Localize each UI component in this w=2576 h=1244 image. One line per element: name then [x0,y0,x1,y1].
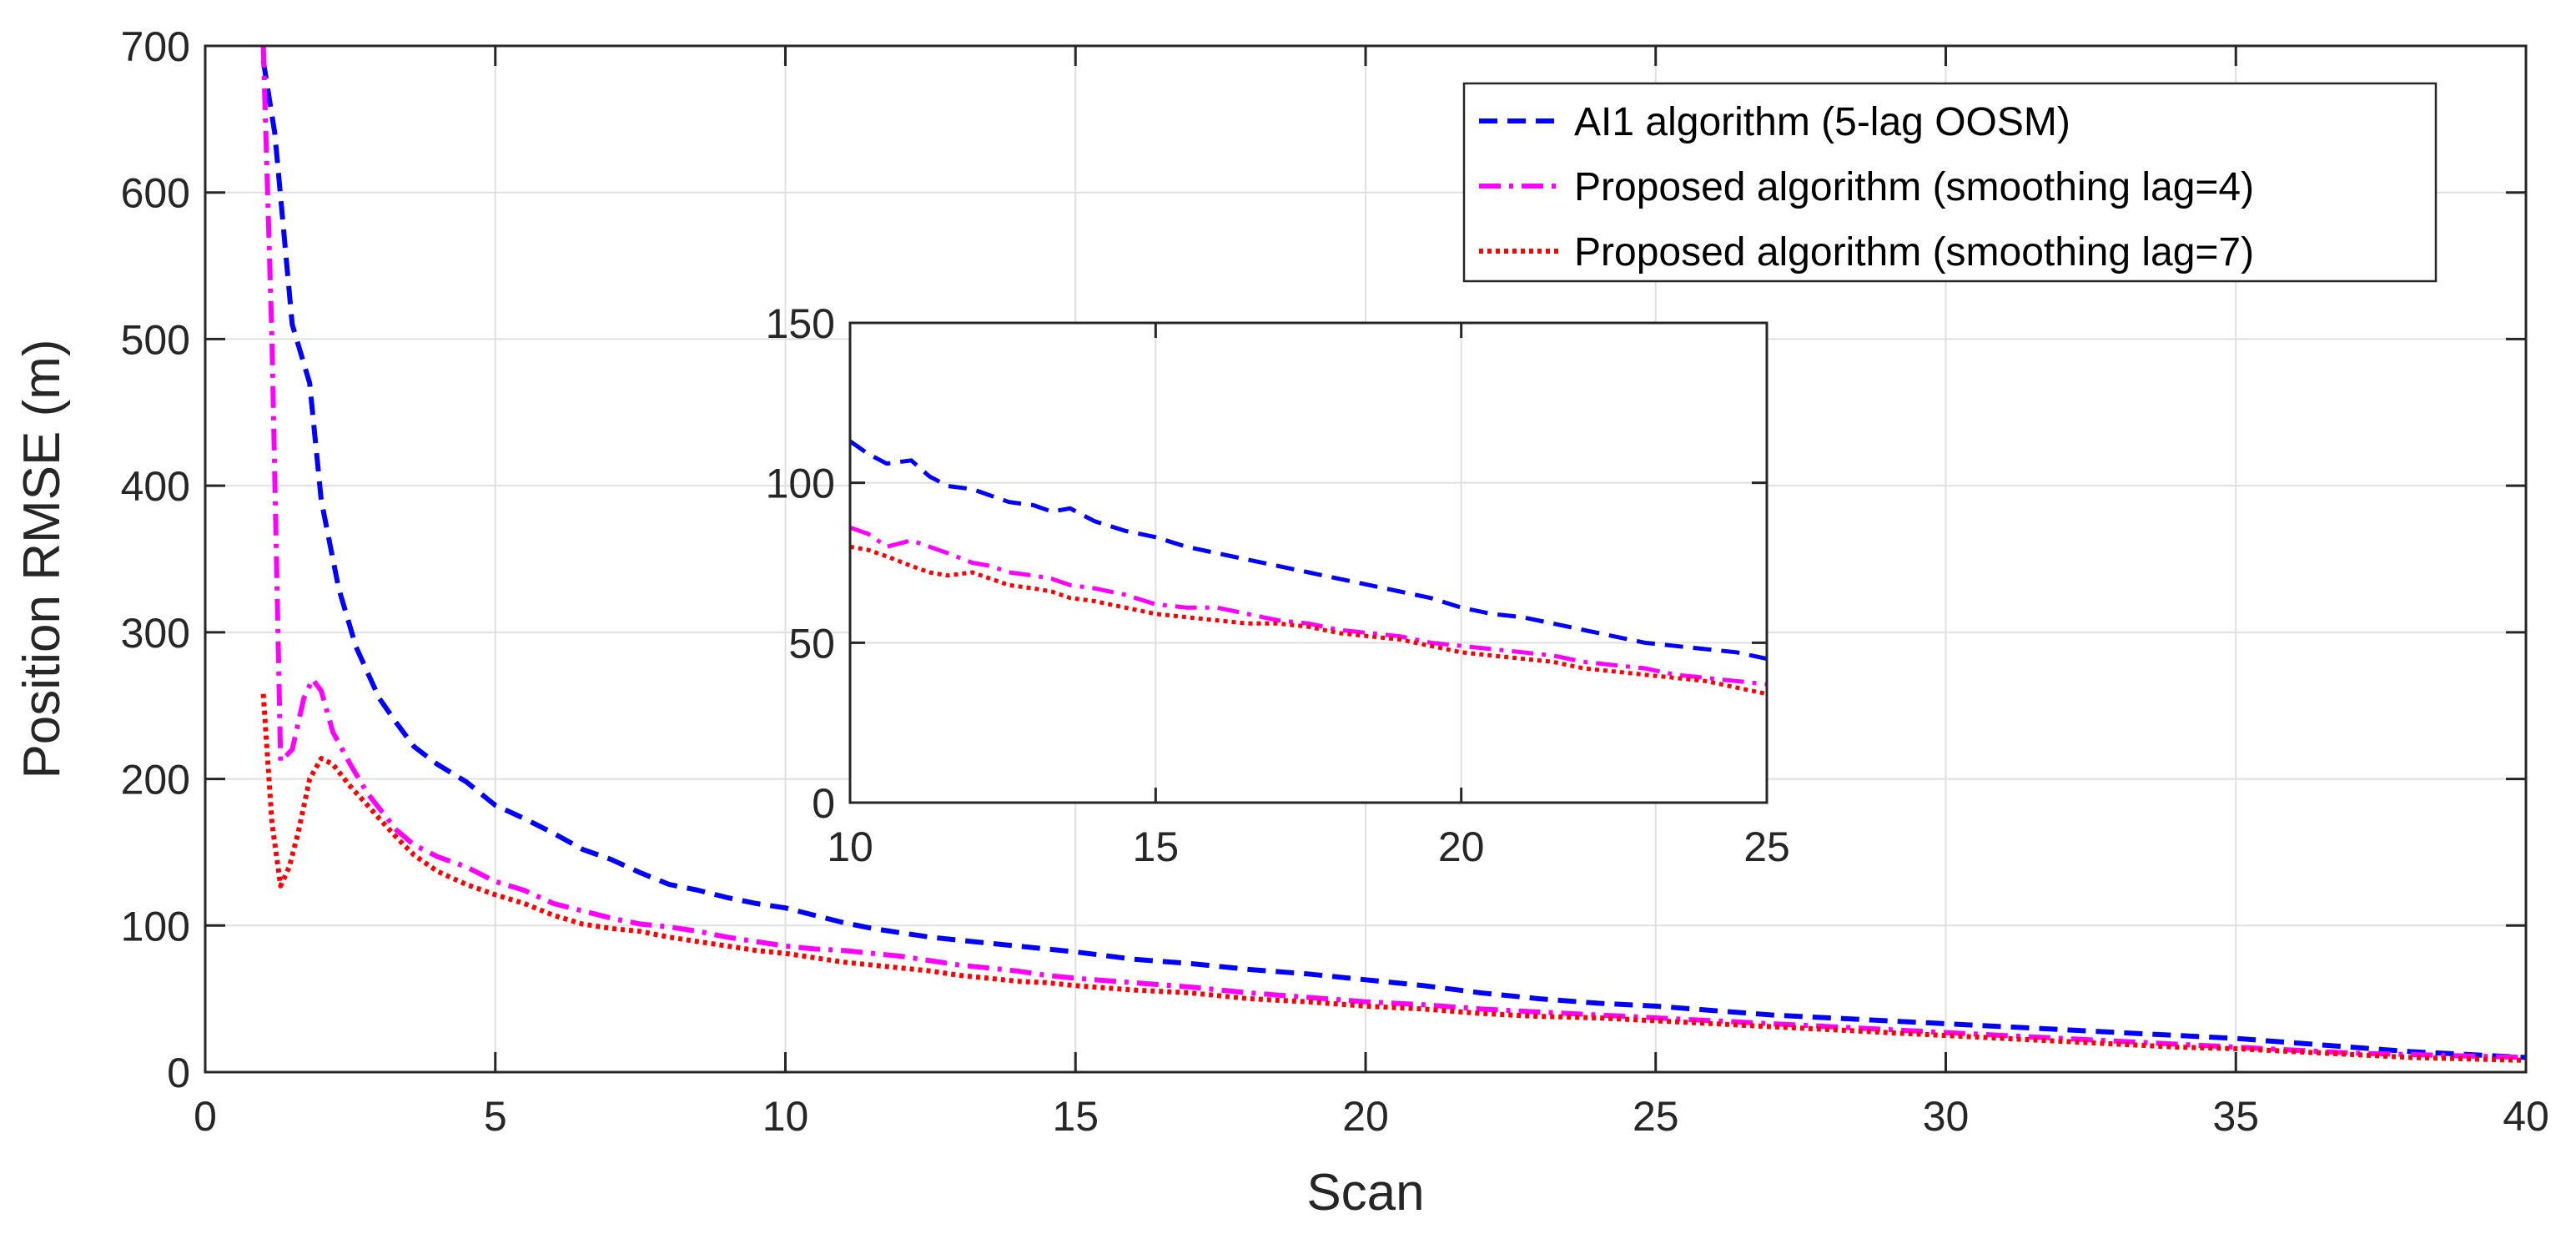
main-y-tick-label: 300 [121,610,190,657]
main-x-axis-title: Scan [1306,1164,1424,1221]
inset-series-line-1 [850,439,1767,661]
inset-y-tick-label: 100 [766,461,835,507]
inset-y-tick-label: 150 [766,300,835,347]
inset-y-tick-label: 50 [788,620,835,667]
main-y-tick-label: 500 [121,316,190,363]
inset-x-tick-label: 10 [827,823,873,870]
legend-box [1462,82,2438,283]
legend-label-3: Proposed algorithm (smoothing lag=7) [1574,230,2254,274]
main-y-tick-label: 100 [121,903,190,949]
main-x-tick-label: 0 [194,1093,217,1140]
main-x-tick-label: 5 [484,1093,507,1140]
inset-x-tick-label: 25 [1743,823,1790,870]
main-x-tick-label: 10 [762,1093,809,1140]
main-x-tick-label: 40 [2503,1093,2549,1140]
inset-series-line-2 [850,525,1767,687]
main-axes-box [204,44,2528,1074]
main-x-tick-label: 15 [1052,1093,1099,1140]
legend: AI1 algorithm (5-lag OOSM) Proposed algor… [1462,82,2438,283]
main-y-axis-title: Position RMSE (m) [13,339,71,778]
main-x-tick-label: 35 [2212,1093,2259,1140]
legend-label-2: Proposed algorithm (smoothing lag=4) [1574,165,2254,209]
main-series-line-3 [260,693,2526,1063]
main-x-tick-label: 30 [1923,1093,1970,1140]
inset-axes-box [848,321,1768,804]
main-series-line-2 [260,46,2526,1060]
main-y-tick-label: 400 [121,463,190,510]
main-x-tick-label: 25 [1633,1093,1679,1140]
main-y-tick-label: 0 [167,1050,190,1096]
main-y-tick-label: 600 [121,170,190,217]
main-series-line-1 [260,60,2526,1060]
main-y-tick-label: 200 [121,757,190,803]
inset-x-tick-label: 15 [1133,823,1180,870]
inset-x-tick-label: 20 [1438,823,1485,870]
inset-y-tick-label: 0 [812,780,835,827]
inset-plot-background [850,323,1767,803]
main-y-tick-label: 700 [121,23,190,70]
legend-label-1: AI1 algorithm (5-lag OOSM) [1574,100,2070,144]
inset-series-line-3 [850,544,1767,697]
inset-plot: 10 15 20 25 0 50 100 150 [766,300,1790,870]
main-x-tick-label: 20 [1342,1093,1389,1140]
